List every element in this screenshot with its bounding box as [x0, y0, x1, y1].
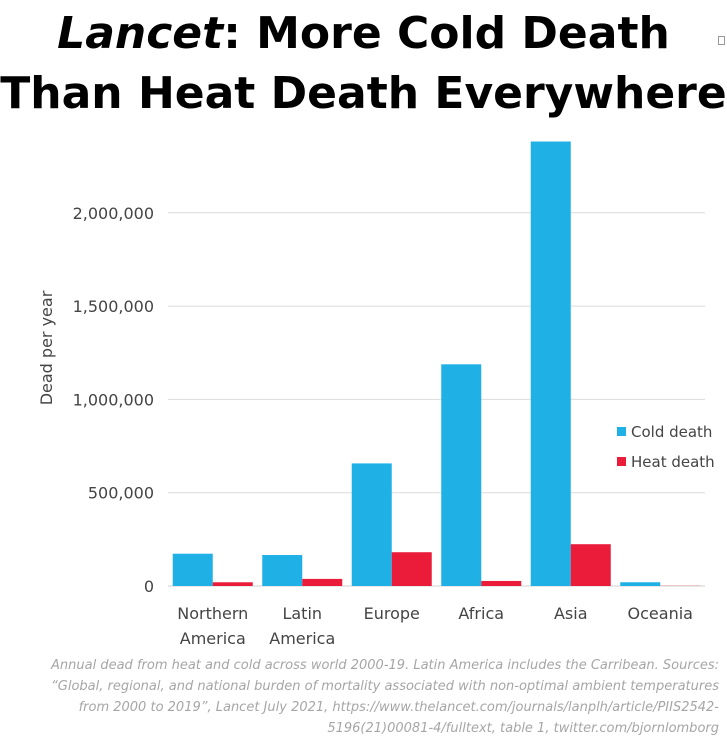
- bar-heat-death: [302, 578, 343, 586]
- caption-line: Annual dead from heat and cold across wo…: [51, 658, 719, 673]
- bar-cold-death: [441, 364, 482, 586]
- title-line-1: Lancet: More Cold Death: [0, 4, 727, 64]
- y-axis-ticks: 0 500,000 1,000,000 1,500,000 2,000,000: [73, 204, 154, 596]
- title-line-2: Than Heat Death Everywhere: [0, 68, 727, 119]
- bar-heat-death: [570, 544, 611, 586]
- legend-swatch-cold: [617, 427, 626, 436]
- y-tick-label: 0: [144, 577, 154, 596]
- title-line-1-rest: : More Cold Death: [223, 8, 670, 59]
- bar-cold-death: [620, 582, 661, 586]
- bar-cold-death: [530, 141, 571, 586]
- y-tick-label: 1,500,000: [73, 297, 154, 316]
- x-category-label: Asia: [554, 604, 588, 623]
- bar-heat-death: [212, 582, 253, 586]
- caption-line: “Global, regional, and national burden o…: [51, 679, 719, 694]
- legend: Cold death Heat death: [617, 423, 715, 471]
- bar-heat-death: [391, 552, 432, 586]
- bar-cold-death: [351, 463, 392, 586]
- chart-title: Lancet: More Cold Death Than Heat Death …: [0, 4, 727, 124]
- title-lancet: Lancet: [57, 8, 224, 59]
- x-category-label: Northern: [177, 604, 248, 623]
- gridlines: [168, 212, 705, 587]
- x-category-label: Europe: [364, 604, 420, 623]
- corner-mark: [718, 36, 725, 45]
- legend-label-cold: Cold death: [631, 423, 712, 441]
- x-category-label: America: [180, 629, 246, 648]
- y-tick-label: 1,000,000: [73, 390, 154, 409]
- caption-line: from 2000 to 2019”, Lancet July 2021, ht…: [78, 700, 719, 715]
- x-category-label: Africa: [458, 604, 504, 623]
- legend-swatch-heat: [617, 457, 626, 466]
- bar-heat-death: [481, 580, 522, 586]
- y-tick-label: 2,000,000: [73, 204, 154, 223]
- caption-line: 5196(21)00081-4/fulltext, table 1, twitt…: [327, 721, 719, 736]
- bars: [172, 141, 701, 586]
- y-axis-label: Dead per year: [37, 290, 56, 405]
- x-category-label: Latin: [282, 604, 322, 623]
- x-axis-categories: Northern America Latin America Europe Africa A…: [177, 604, 693, 648]
- legend-label-heat: Heat death: [631, 453, 715, 471]
- bar-cold-death: [172, 553, 213, 586]
- bar-chart: 0 500,000 1,000,000 1,500,000 2,000,000 Nort…: [37, 141, 715, 648]
- source-caption: Annual dead from heat and cold across wo…: [8, 655, 719, 739]
- x-category-label: Oceania: [628, 604, 693, 623]
- y-tick-label: 500,000: [88, 484, 154, 503]
- bar-cold-death: [262, 555, 303, 586]
- x-category-label: America: [269, 629, 335, 648]
